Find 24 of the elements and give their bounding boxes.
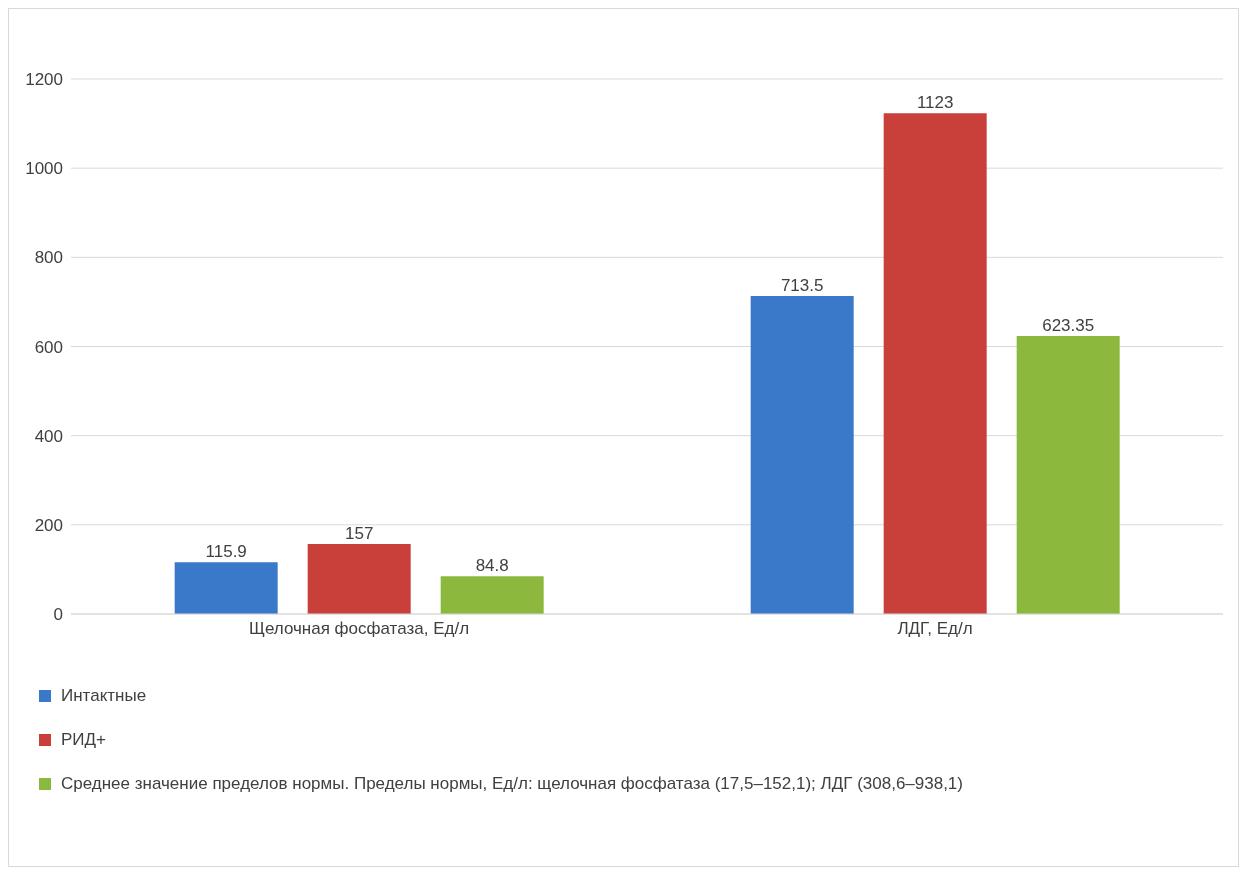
data-label: 713.5: [780, 275, 824, 295]
y-tick-label: 600: [34, 337, 63, 357]
data-label: 157: [344, 524, 374, 543]
x-tick-label: Щелочная фосфатаза, Ед/л: [248, 619, 470, 639]
y-tick-label: 200: [34, 515, 63, 535]
y-tick-label: 400: [34, 426, 63, 446]
y-tick-label: 0: [53, 605, 63, 625]
x-tick-label: ЛДГ, Ед/л: [897, 619, 973, 639]
bar: [174, 562, 278, 614]
legend-label: РИД+: [61, 730, 106, 750]
bar: [440, 576, 544, 614]
legend-label: Среднее значение пределов нормы. Пределы нормы, Ед/л: щелочная фосфатаза (17,5–152,1); ЛДГ (308,6–938,1): [61, 774, 963, 794]
data-label: 623.35: [1042, 316, 1095, 336]
bar: [307, 544, 411, 614]
y-tick-label: 1000: [25, 159, 63, 179]
bar: [1016, 336, 1120, 614]
data-label: 115.9: [205, 542, 247, 562]
y-tick-label: 1200: [25, 70, 63, 90]
bar: [750, 295, 854, 614]
data-label: 1123: [916, 93, 954, 113]
y-tick-label: 800: [34, 248, 63, 268]
data-label: 84.8: [475, 556, 509, 576]
bar: [883, 113, 987, 614]
legend-label: Интактные: [61, 686, 147, 706]
